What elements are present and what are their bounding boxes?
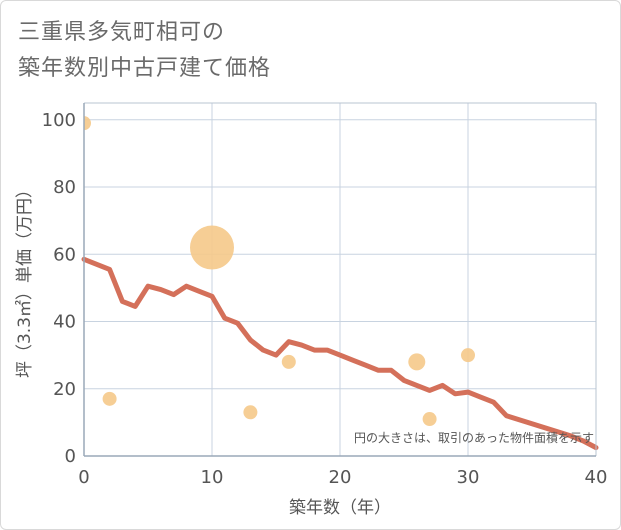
x-tick-label: 10 xyxy=(201,467,224,488)
x-tick-label: 40 xyxy=(585,467,608,488)
x-tick-label: 30 xyxy=(457,467,480,488)
data-bubble xyxy=(422,412,437,427)
data-bubble xyxy=(243,405,258,420)
y-tick-label: 0 xyxy=(65,446,76,467)
data-bubble xyxy=(408,353,426,371)
y-tick-label: 40 xyxy=(53,312,76,333)
data-bubble xyxy=(102,391,117,406)
y-tick-label: 80 xyxy=(53,177,76,198)
data-bubble xyxy=(281,354,296,369)
chart-title-line-1: 三重県多気町相可の xyxy=(18,20,226,45)
x-axis-title: 築年数（年） xyxy=(289,498,391,518)
chart-title-line-2: 築年数別中古戸建て価格 xyxy=(18,56,272,81)
y-tick-label: 100 xyxy=(42,110,76,131)
chart-title: 三重県多気町相可の 築年数別中古戸建て価格 xyxy=(18,15,271,87)
x-tick-label: 0 xyxy=(78,467,89,488)
data-bubble xyxy=(190,225,234,270)
x-tick-label: 20 xyxy=(329,467,352,488)
y-tick-label: 20 xyxy=(53,379,76,400)
bubble-size-note: 円の大きさは、取引のあった物件面積を示す xyxy=(354,430,594,445)
y-axis-title: 坪（3.3㎡）単価（万円） xyxy=(15,181,35,378)
data-bubble xyxy=(84,116,91,131)
data-bubble xyxy=(461,348,475,363)
average-price-line xyxy=(81,256,599,451)
y-tick-label: 60 xyxy=(53,244,76,265)
